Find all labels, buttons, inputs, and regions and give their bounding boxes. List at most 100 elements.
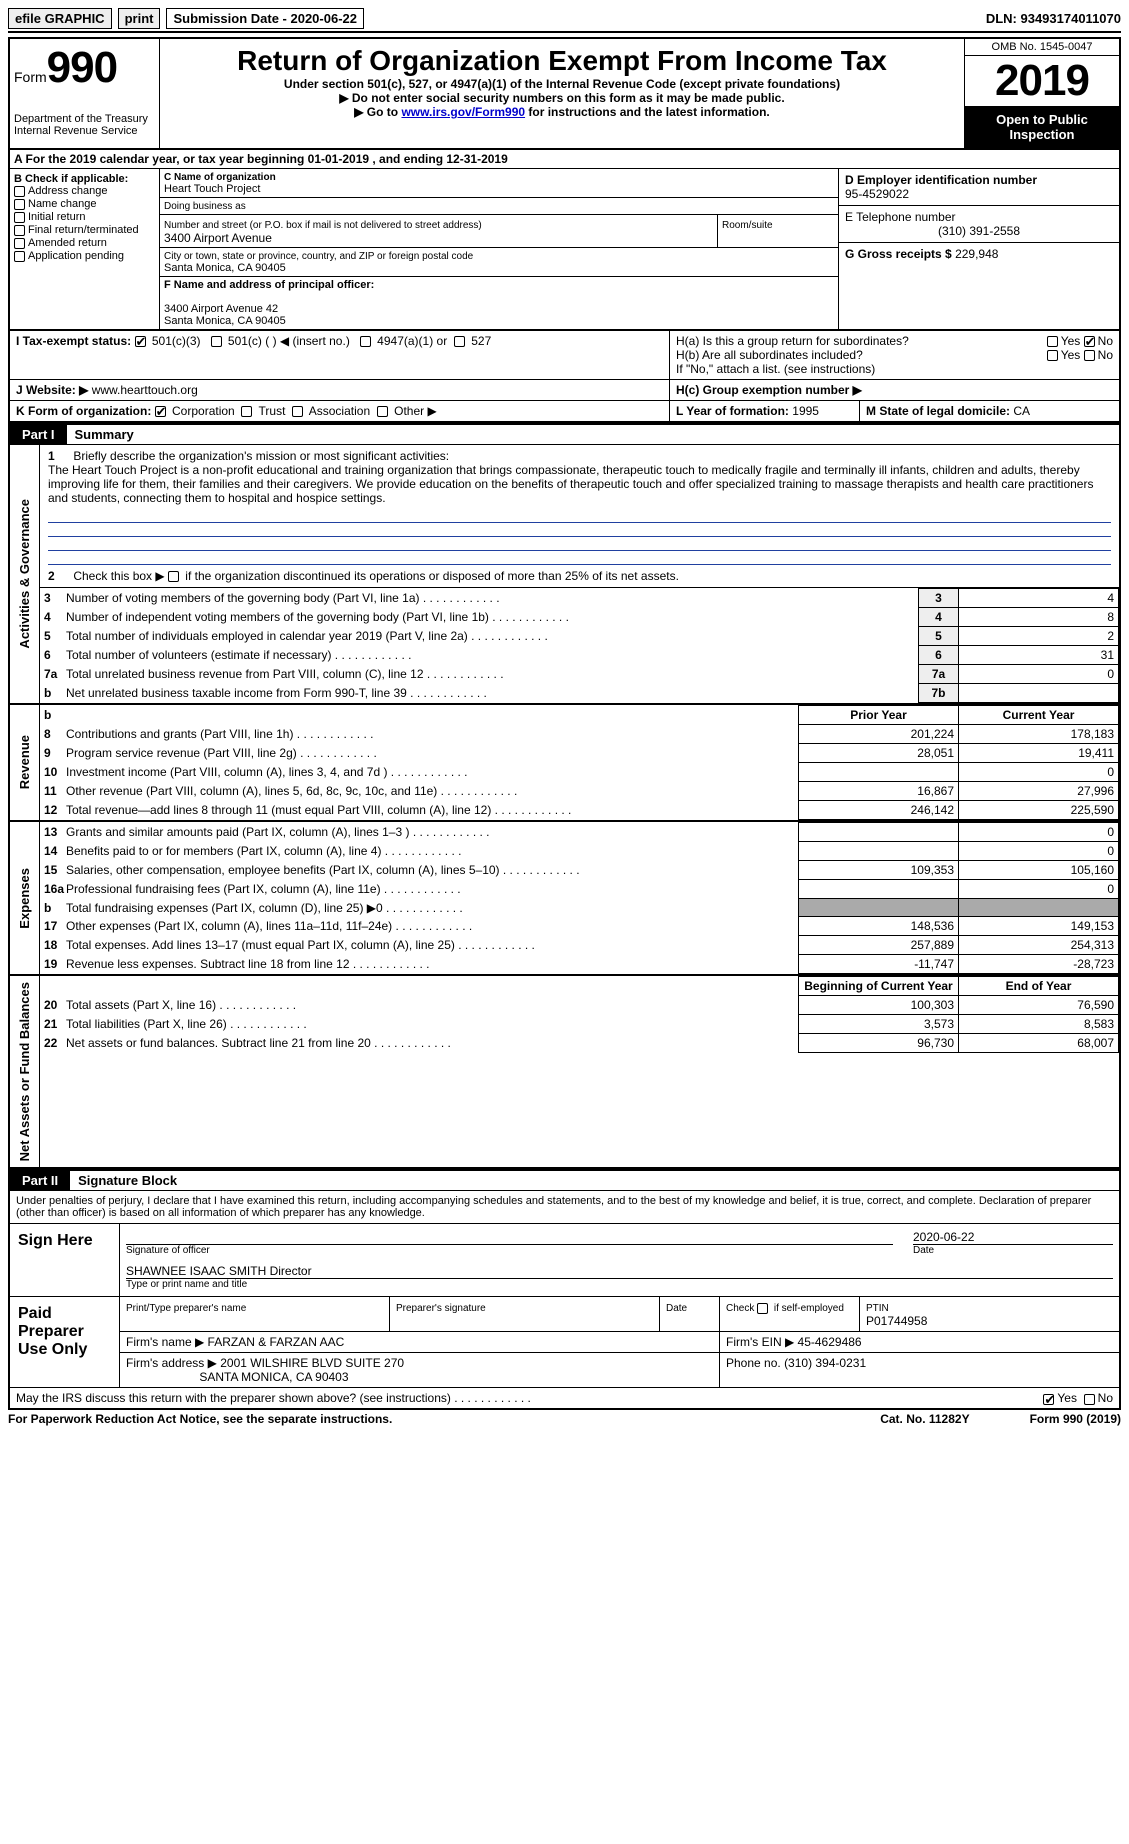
check-application[interactable]: Application pending xyxy=(14,250,155,262)
sign-here-label: Sign Here xyxy=(10,1224,120,1296)
line2-text: Check this box ▶ if the organization dis… xyxy=(73,569,679,583)
efile-label: efile GRAPHIC xyxy=(8,8,112,29)
paid-preparer-label: Paid Preparer Use Only xyxy=(10,1297,120,1387)
tax-exempt-label: I Tax-exempt status: xyxy=(16,334,131,348)
activities-governance: Activities & Governance 1 Briefly descri… xyxy=(8,445,1121,705)
tel: (310) 391-2558 xyxy=(845,224,1113,238)
sign-date: 2020-06-22 xyxy=(913,1230,1113,1245)
ptin: P01744958 xyxy=(866,1314,927,1328)
city: Santa Monica, CA 90405 xyxy=(164,262,286,274)
dba-label: Doing business as xyxy=(164,201,246,212)
officer-name-title: SHAWNEE ISAAC SMITH Director xyxy=(126,1264,1113,1279)
ha-label: H(a) Is this a group return for subordin… xyxy=(676,334,1113,348)
net-tab: Net Assets or Fund Balances xyxy=(15,976,34,1167)
page-footer: For Paperwork Reduction Act Notice, see … xyxy=(8,1410,1121,1426)
check-assoc[interactable] xyxy=(292,406,303,417)
firm-addr1: 2001 WILSHIRE BLVD SUITE 270 xyxy=(220,1356,404,1370)
form-org-label: K Form of organization: xyxy=(16,404,151,418)
street: 3400 Airport Avenue xyxy=(164,231,272,245)
mission-text: The Heart Touch Project is a non-profit … xyxy=(48,463,1093,505)
top-bar: efile GRAPHIC print Submission Date - 20… xyxy=(8,8,1121,33)
omb-number: OMB No. 1545-0047 xyxy=(965,39,1119,56)
ein-label: D Employer identification number xyxy=(845,173,1037,187)
gross-label: G Gross receipts $ xyxy=(845,247,952,261)
officer-addr1: 3400 Airport Avenue 42 xyxy=(164,303,278,315)
check-trust[interactable] xyxy=(241,406,252,417)
expenses-section: Expenses 13Grants and similar amounts pa… xyxy=(8,822,1121,976)
mission-label: Briefly describe the organization's miss… xyxy=(73,449,449,463)
col-b: B Check if applicable: Address change Na… xyxy=(10,169,160,329)
net-table: Beginning of Current YearEnd of Year20To… xyxy=(40,976,1119,1053)
room-label: Room/suite xyxy=(722,220,773,231)
state-domicile: M State of legal domicile: CA xyxy=(860,401,1119,421)
year-formation: L Year of formation: 1995 xyxy=(670,401,860,421)
check-501c[interactable] xyxy=(211,336,222,347)
hb-yes[interactable] xyxy=(1047,350,1058,361)
check-address[interactable]: Address change xyxy=(14,185,155,197)
website-label: J Website: ▶ xyxy=(16,383,88,397)
hb-no[interactable] xyxy=(1084,350,1095,361)
tax-year: 2019 xyxy=(965,56,1119,106)
print-button[interactable]: print xyxy=(118,8,161,29)
irs-no[interactable] xyxy=(1084,1394,1095,1405)
open-public-label: Open to Public Inspection xyxy=(965,106,1119,148)
firm-phone: (310) 394-0231 xyxy=(784,1356,866,1370)
form-header: Form990 Department of the Treasury Inter… xyxy=(8,37,1121,150)
ha-no[interactable] xyxy=(1084,336,1095,347)
check-corp[interactable] xyxy=(155,406,166,417)
hb-note: If "No," attach a list. (see instruction… xyxy=(676,362,1113,376)
street-label: Number and street (or P.O. box if mail i… xyxy=(164,220,482,231)
org-name-label: C Name of organization xyxy=(164,172,276,183)
form-number: Form990 xyxy=(14,43,155,93)
rev-table: bPrior YearCurrent Year8Contributions an… xyxy=(40,705,1119,820)
check-initial[interactable]: Initial return xyxy=(14,211,155,223)
gross-receipts: 229,948 xyxy=(955,247,998,261)
firm-ein: 45-4629486 xyxy=(798,1335,862,1349)
tel-label: E Telephone number xyxy=(845,210,956,224)
revenue-section: Revenue bPrior YearCurrent Year8Contribu… xyxy=(8,705,1121,822)
declaration: Under penalties of perjury, I declare th… xyxy=(10,1191,1119,1224)
officer-addr2: Santa Monica, CA 90405 xyxy=(164,315,286,327)
check-discontinued[interactable] xyxy=(168,571,179,582)
gov-table: 3Number of voting members of the governi… xyxy=(40,588,1119,703)
exp-table: 13Grants and similar amounts paid (Part … xyxy=(40,822,1119,974)
form-title: Return of Organization Exempt From Incom… xyxy=(166,45,958,77)
rev-tab: Revenue xyxy=(15,729,34,795)
check-4947[interactable] xyxy=(360,336,371,347)
exp-tab: Expenses xyxy=(15,862,34,935)
check-name[interactable]: Name change xyxy=(14,198,155,210)
firm-addr2: SANTA MONICA, CA 90403 xyxy=(199,1370,348,1384)
part-ii-header: Part II Signature Block xyxy=(8,1169,1121,1191)
subtitle-2: Do not enter social security numbers on … xyxy=(166,91,958,105)
officer-label: F Name and address of principal officer: xyxy=(164,279,374,291)
irs-yes[interactable] xyxy=(1043,1394,1054,1405)
hc-label: H(c) Group exemption number ▶ xyxy=(670,380,1119,400)
section-bcd: B Check if applicable: Address change Na… xyxy=(8,169,1121,331)
org-name: Heart Touch Project xyxy=(164,183,260,195)
check-final[interactable]: Final return/terminated xyxy=(14,224,155,236)
net-assets-section: Net Assets or Fund Balances Beginning of… xyxy=(8,976,1121,1169)
instructions-link[interactable]: www.irs.gov/Form990 xyxy=(401,105,525,119)
col-d: D Employer identification number 95-4529… xyxy=(839,169,1119,329)
subtitle-1: Under section 501(c), 527, or 4947(a)(1)… xyxy=(166,77,958,91)
check-amended[interactable]: Amended return xyxy=(14,237,155,249)
submission-date: Submission Date - 2020-06-22 xyxy=(166,8,364,29)
hb-label: H(b) Are all subordinates included? Yes … xyxy=(676,348,1113,362)
check-501c3[interactable] xyxy=(135,336,146,347)
gov-tab: Activities & Governance xyxy=(15,493,34,655)
ein: 95-4529022 xyxy=(845,187,909,201)
dept-label: Department of the Treasury Internal Reve… xyxy=(14,113,155,137)
check-self-employed[interactable] xyxy=(757,1303,768,1314)
check-other[interactable] xyxy=(377,406,388,417)
signature-block: Under penalties of perjury, I declare th… xyxy=(8,1191,1121,1410)
subtitle-3: Go to www.irs.gov/Form990 for instructio… xyxy=(166,105,958,119)
dln: DLN: 93493174011070 xyxy=(986,11,1121,26)
check-527[interactable] xyxy=(454,336,465,347)
col-c: C Name of organization Heart Touch Proje… xyxy=(160,169,839,329)
row-a: A For the 2019 calendar year, or tax yea… xyxy=(8,150,1121,169)
may-irs-row: May the IRS discuss this return with the… xyxy=(10,1388,1119,1408)
website-url: www.hearttouch.org xyxy=(92,383,198,397)
ha-yes[interactable] xyxy=(1047,336,1058,347)
firm-name: FARZAN & FARZAN AAC xyxy=(208,1335,345,1349)
city-label: City or town, state or province, country… xyxy=(164,251,473,262)
